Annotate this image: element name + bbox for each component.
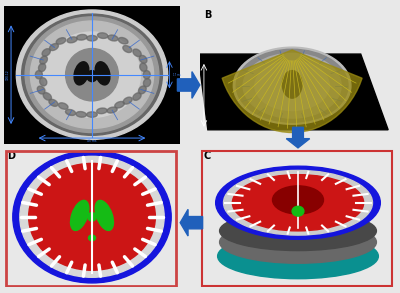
Ellipse shape [74,62,89,85]
Text: A: A [8,10,15,20]
Ellipse shape [67,37,77,43]
Ellipse shape [29,163,155,270]
Ellipse shape [115,101,124,108]
Ellipse shape [233,47,351,124]
Ellipse shape [282,71,302,98]
Ellipse shape [66,110,76,115]
Ellipse shape [37,86,45,94]
Ellipse shape [43,93,52,100]
Ellipse shape [232,175,364,231]
Polygon shape [198,54,388,130]
Text: B: B [204,10,211,20]
Ellipse shape [50,44,58,50]
Ellipse shape [139,55,147,63]
Ellipse shape [76,112,86,117]
Ellipse shape [218,234,378,279]
Ellipse shape [138,86,146,94]
Ellipse shape [87,112,97,117]
Ellipse shape [107,107,117,113]
FancyArrow shape [286,127,310,148]
Ellipse shape [44,32,140,117]
Ellipse shape [108,35,118,41]
Ellipse shape [13,151,171,283]
Ellipse shape [95,200,114,231]
Ellipse shape [98,33,108,38]
Ellipse shape [25,17,159,132]
Ellipse shape [16,10,168,139]
Ellipse shape [220,211,376,251]
Ellipse shape [97,108,107,114]
Ellipse shape [49,99,58,106]
Ellipse shape [220,221,376,263]
Ellipse shape [76,35,87,40]
Ellipse shape [216,166,380,239]
Text: 45 ms: 45 ms [87,139,97,143]
Ellipse shape [42,49,50,56]
Ellipse shape [88,213,96,221]
Text: 200mm: 200mm [293,137,303,140]
Ellipse shape [56,38,66,44]
Text: C: C [204,151,211,161]
Ellipse shape [118,38,128,44]
Ellipse shape [224,171,372,235]
Ellipse shape [95,62,110,85]
Ellipse shape [133,93,141,100]
Ellipse shape [143,71,150,79]
Text: D: D [8,151,16,161]
Ellipse shape [140,63,147,71]
Ellipse shape [22,14,162,135]
Ellipse shape [255,61,329,110]
Ellipse shape [292,206,304,216]
Ellipse shape [40,78,47,86]
Ellipse shape [272,186,324,214]
Text: 200mm: 200mm [293,132,303,136]
Text: 17 ms: 17 ms [173,73,181,77]
Ellipse shape [123,97,132,104]
Ellipse shape [87,35,97,41]
Ellipse shape [236,49,348,122]
Ellipse shape [133,49,141,57]
Ellipse shape [123,45,132,52]
Ellipse shape [144,79,151,87]
FancyArrow shape [178,71,200,98]
Ellipse shape [40,56,48,64]
Ellipse shape [30,21,154,128]
Ellipse shape [58,103,68,109]
Ellipse shape [88,235,96,241]
Ellipse shape [43,175,141,259]
Ellipse shape [38,63,46,71]
Ellipse shape [87,71,97,82]
Ellipse shape [66,49,118,101]
Ellipse shape [243,53,341,118]
FancyArrow shape [180,209,202,236]
Text: 190.12: 190.12 [6,69,10,80]
Ellipse shape [35,71,42,79]
Polygon shape [222,50,362,132]
Ellipse shape [70,200,89,231]
Ellipse shape [20,156,164,277]
